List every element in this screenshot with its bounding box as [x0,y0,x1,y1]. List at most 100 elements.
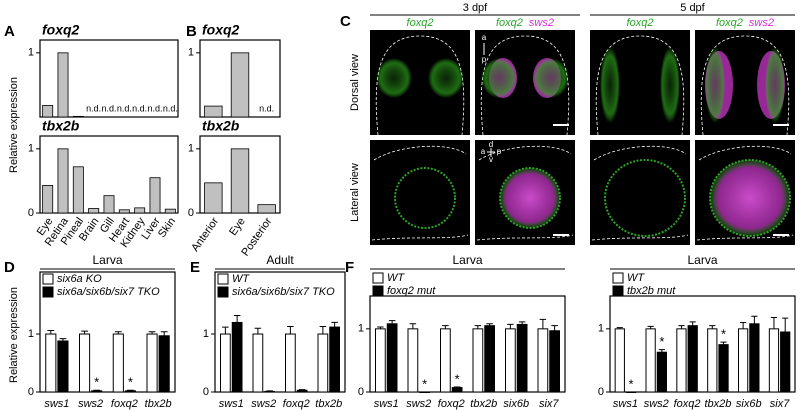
chart-title: Larva [92,253,122,267]
significance-mark: * [128,375,133,390]
bar [687,325,698,393]
bar [79,333,91,393]
bar [204,105,223,118]
tissue-outline [595,35,685,136]
error-bar [233,314,241,323]
error-bar [486,323,493,326]
y-tick-label: 0 [358,386,364,398]
y-axis-label: Relative expression [8,287,20,383]
bar [112,333,124,393]
bar [386,323,398,393]
value-label: n.d. [163,103,178,113]
bar [88,208,100,214]
chart-title: Larva [687,253,717,267]
micrograph [370,140,470,245]
gene-name: foxq2 [716,17,743,29]
bar [204,182,223,214]
legend-key [372,285,384,297]
orientation-label: p [482,55,487,64]
signal [705,47,725,123]
micrograph [590,140,690,245]
error-bar [298,389,306,391]
orientation-label: a [482,33,487,42]
error-bar [148,331,156,335]
bar [375,328,386,393]
bar [57,148,69,214]
bar [296,389,308,393]
orientation-label: d [489,140,493,149]
y-tick-label: 1 [188,47,194,59]
error-bar [81,330,88,335]
plot-frame [369,295,566,393]
legend-label: WT [627,272,645,284]
x-tick-label: sws2 [406,398,431,410]
bar [57,340,69,393]
bar [656,351,667,393]
error-bar [751,315,758,324]
significance-mark: * [455,371,460,386]
row-label: Lateral view [349,163,361,222]
bar [645,328,656,393]
y-tick-label: 0 [188,207,194,219]
error-bar [720,341,727,345]
plot-frame [609,295,796,393]
tissue-outline [696,145,794,241]
error-bar [222,326,229,335]
legend-key [612,272,624,284]
chart-title: Adult [266,253,294,267]
error-bar [114,331,122,335]
bar [164,208,176,214]
y-tick-label: 1 [188,143,194,155]
error-bar [507,323,514,329]
legend-key [217,273,229,285]
chart-title: tbx2b [42,118,80,134]
panel-label: F [345,259,354,276]
signal [709,159,791,237]
error-bar [647,325,654,329]
panel-label: C [340,13,351,30]
bar [146,333,158,393]
bar [516,323,528,393]
value-label: n.d. [132,103,147,113]
signal [499,167,561,229]
bar [472,328,484,393]
x-tick-label: tbx2b [470,398,497,410]
value-label: n.d. [147,103,162,113]
y-tick-label: 0 [203,386,209,398]
gene-name: sws2 [749,17,774,29]
error-bar [331,321,338,328]
error-bar [539,318,547,329]
timepoint-label: 3 dpf [463,2,488,14]
chart-title: foxq2 [202,22,240,38]
bar [505,328,516,393]
x-tick-label: six7 [539,398,559,410]
signal [765,47,785,123]
bar [72,115,84,118]
error-bar [59,338,67,341]
error-bar [689,321,696,326]
panel-label: D [4,259,15,276]
error-bar [616,327,623,329]
x-tick-label: Anterior [189,215,221,254]
chart-title: Larva [452,253,482,267]
error-bar [518,321,526,325]
x-tick-label: tbx2b [315,398,342,410]
bar [231,321,243,393]
value-label: n.d. [259,103,274,113]
y-tick-label: 1 [28,143,34,155]
bar [220,333,231,393]
signal [428,58,464,98]
chart-title: tbx2b [202,118,240,134]
x-tick-label: Skin [156,216,178,240]
x-tick-label: foxq2 [438,398,465,410]
orientation-arrow [487,148,495,157]
error-bar [287,325,294,335]
legend-key [217,286,229,298]
y-tick-label: 1 [28,47,34,59]
error-bar [266,390,273,392]
chart-title: foxq2 [42,22,80,38]
bar [103,195,115,214]
value-label: n.d. [86,103,101,113]
bar [257,204,276,214]
